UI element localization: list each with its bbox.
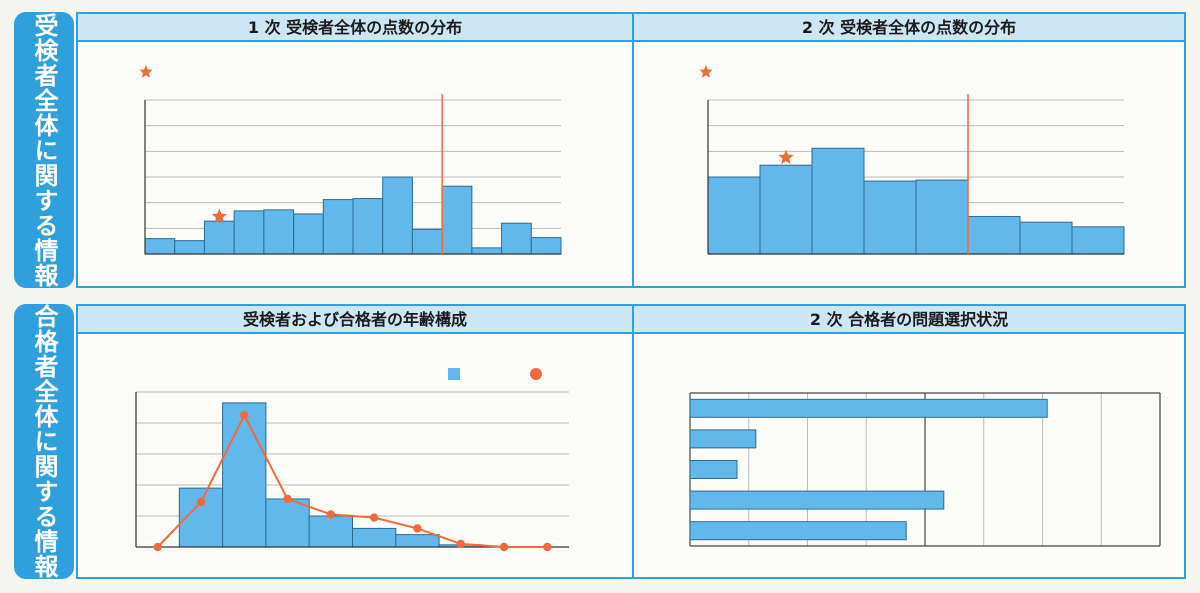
selection-bar bbox=[689, 429, 757, 449]
applicant-point bbox=[499, 542, 509, 552]
applicant-point bbox=[240, 411, 249, 420]
histogram-bar bbox=[811, 147, 865, 255]
histogram-bar bbox=[471, 247, 503, 255]
histogram-bar bbox=[1071, 226, 1125, 255]
chart-question-selection bbox=[689, 392, 1161, 547]
chart-second-score-dist bbox=[699, 65, 1125, 255]
histogram-bar bbox=[759, 164, 813, 255]
selection-bar bbox=[689, 398, 1048, 418]
histogram-bar bbox=[233, 210, 265, 255]
passer-bar bbox=[265, 498, 310, 548]
passer-bar bbox=[222, 402, 267, 548]
applicant-point bbox=[413, 524, 422, 533]
applicant-point bbox=[369, 513, 379, 522]
applicant-point bbox=[326, 510, 336, 519]
histogram-bar bbox=[144, 238, 176, 255]
panel-second-score-dist: 2 次 受検者全体の点数の分布 bbox=[632, 12, 1186, 288]
selection-bar bbox=[689, 490, 945, 510]
histogram-bar bbox=[174, 240, 205, 255]
histogram-bar bbox=[411, 228, 443, 255]
histogram-bar bbox=[915, 179, 969, 255]
legend-swatch-passers bbox=[448, 368, 460, 380]
side-label-applicants-text: 受検者全体に関する情報 bbox=[30, 12, 58, 288]
note-star-icon bbox=[139, 65, 153, 78]
chart-title: 2 次 合格者の問題選択状況 bbox=[634, 306, 1184, 334]
histogram-bar bbox=[530, 237, 562, 255]
passer-bar bbox=[352, 527, 397, 548]
side-label-passers-text: 合格者全体に関する情報 bbox=[30, 304, 58, 579]
passer-bar bbox=[308, 515, 353, 548]
note-star-icon bbox=[699, 65, 713, 78]
chart-first-score-dist bbox=[139, 65, 562, 255]
chart-title: 受検者および合格者の年齢構成 bbox=[78, 306, 632, 334]
histogram-bar bbox=[352, 198, 384, 255]
chart-age-composition bbox=[135, 368, 569, 552]
your-position-star bbox=[211, 208, 227, 223]
chart-title: 1 次 受検者全体の点数の分布 bbox=[78, 14, 632, 42]
panel-question-selection: 2 次 合格者の問題選択状況 bbox=[632, 304, 1186, 579]
applicant-point bbox=[456, 539, 465, 549]
histogram-bar bbox=[501, 222, 532, 255]
histogram-bar bbox=[293, 213, 324, 255]
histogram-bar bbox=[322, 199, 354, 255]
panel-first-score-dist: 1 次 受検者全体の点数の分布 bbox=[76, 12, 634, 288]
your-position-star bbox=[778, 149, 794, 164]
applicant-point bbox=[196, 497, 206, 507]
side-label-passers: 合格者全体に関する情報 bbox=[14, 304, 74, 579]
applicant-point bbox=[153, 542, 162, 552]
histogram-bar bbox=[382, 176, 413, 255]
side-label-applicants: 受検者全体に関する情報 bbox=[14, 12, 74, 288]
histogram-bar bbox=[967, 216, 1021, 255]
chart-title: 2 次 受検者全体の点数の分布 bbox=[634, 14, 1184, 42]
applicant-point bbox=[283, 494, 292, 504]
histogram-bar bbox=[203, 220, 235, 255]
selection-bar bbox=[689, 460, 738, 479]
legend-marker-applicants bbox=[530, 368, 542, 380]
histogram-bar bbox=[263, 209, 295, 255]
histogram-bar bbox=[707, 176, 761, 255]
applicant-point bbox=[543, 542, 552, 552]
panel-age-composition: 受検者および合格者の年齢構成 bbox=[76, 304, 634, 579]
selection-bar bbox=[689, 521, 907, 541]
histogram-bar bbox=[863, 180, 917, 255]
histogram-bar bbox=[1019, 221, 1073, 255]
passer-bar bbox=[395, 534, 440, 548]
applicant-line bbox=[156, 413, 548, 548]
histogram-bar bbox=[441, 185, 473, 255]
